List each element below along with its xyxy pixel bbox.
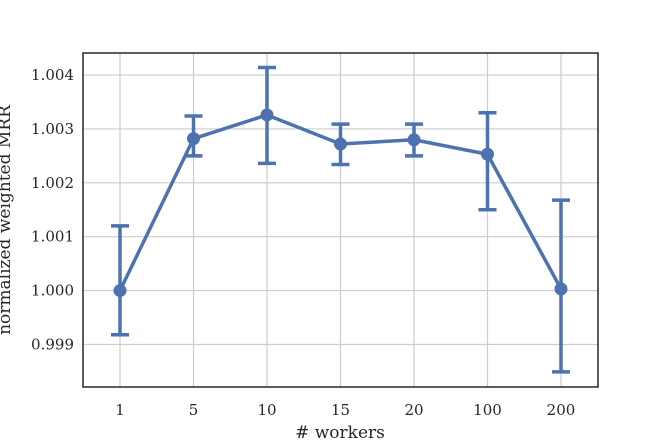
data-point [407, 133, 421, 147]
data-point [554, 282, 568, 296]
x-tick-label: 5 [189, 401, 199, 419]
data-point [260, 108, 274, 122]
x-tick-label: 100 [473, 401, 502, 419]
y-tick-label: 1.001 [31, 228, 74, 246]
x-tick-label: 15 [331, 401, 350, 419]
plot-frame [82, 52, 599, 388]
x-tick-labels: 1 5 10 15 20 100 200 [115, 401, 575, 419]
data-point [187, 132, 200, 146]
x-tick-label: 20 [404, 401, 423, 419]
x-axis-label: # workers [295, 423, 385, 443]
data-point [113, 284, 127, 298]
y-axis-label: normalized weighted MRR [0, 104, 15, 335]
data-point [481, 147, 494, 161]
y-tick-label: 0.999 [31, 335, 74, 353]
x-tick-label: 10 [257, 401, 276, 419]
grid-lines [83, 53, 598, 387]
data-point [334, 137, 347, 151]
y-tick-label: 1.000 [31, 282, 74, 300]
y-tick-label: 1.004 [31, 66, 74, 84]
x-tick-label: 1 [115, 401, 125, 419]
data-points [113, 108, 568, 298]
y-tick-labels: 0.999 1.000 1.001 1.002 1.003 1.004 [31, 66, 74, 353]
x-tick-label: 200 [547, 401, 576, 419]
y-tick-label: 1.003 [31, 120, 74, 138]
y-tick-label: 1.002 [31, 174, 74, 192]
